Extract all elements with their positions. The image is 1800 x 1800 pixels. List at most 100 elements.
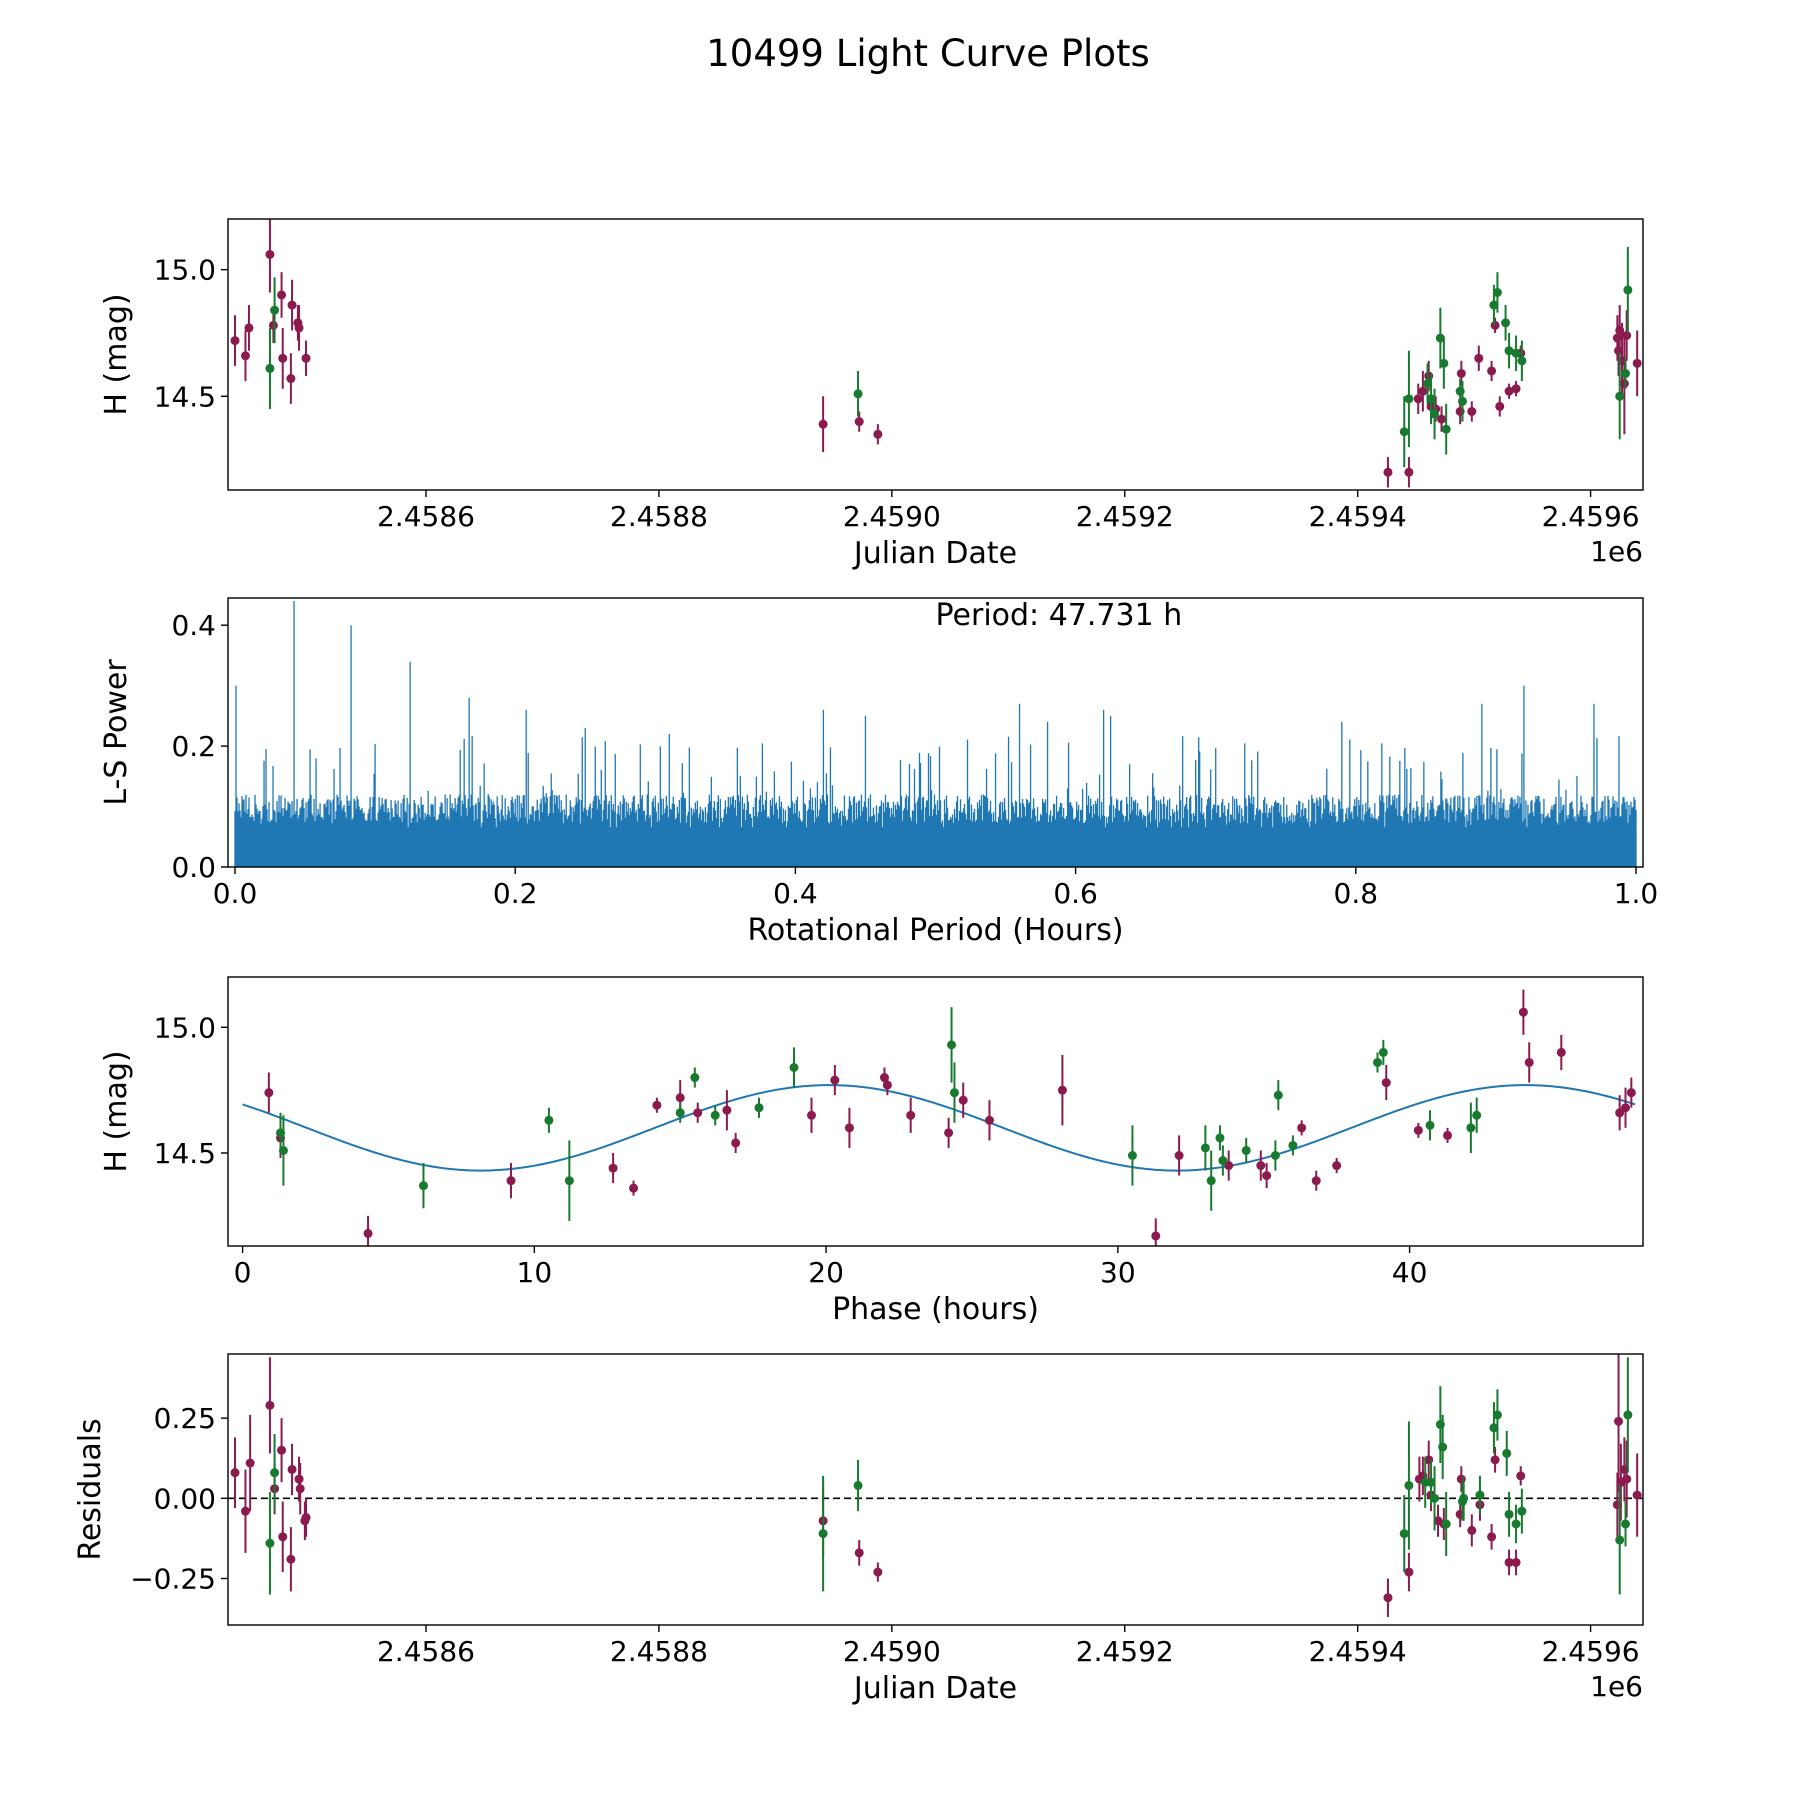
point-green	[1441, 424, 1451, 434]
point-magenta	[1487, 1532, 1497, 1542]
y-tick-label: 14.5	[154, 380, 216, 413]
point-green	[1270, 1150, 1280, 1160]
y-tick-label: 0.4	[171, 609, 216, 642]
point-magenta	[1437, 414, 1447, 424]
point-green	[789, 1063, 799, 1073]
point-magenta	[286, 374, 296, 384]
point-magenta	[1620, 1103, 1630, 1113]
x-tick-label: 2.4588	[610, 500, 708, 533]
point-magenta	[240, 1506, 250, 1516]
point-green	[1621, 1519, 1631, 1529]
point-green	[675, 1108, 685, 1118]
point-magenta	[1504, 386, 1514, 396]
point-green	[1621, 368, 1631, 378]
x-axis-label: Julian Date	[852, 536, 1017, 571]
point-magenta	[675, 1093, 685, 1103]
point-magenta	[1511, 1557, 1521, 1567]
point-magenta	[265, 249, 275, 259]
point-magenta	[1383, 1593, 1393, 1603]
point-green	[1475, 1490, 1485, 1500]
point-green	[754, 1103, 764, 1113]
point-magenta	[1151, 1231, 1161, 1241]
x-tick-label: 2.4596	[1542, 1635, 1640, 1668]
y-axis-label: Residuals	[73, 1418, 108, 1560]
point-magenta	[1495, 401, 1505, 411]
point-magenta	[268, 320, 278, 330]
point-green	[1615, 1535, 1625, 1545]
point-magenta	[1556, 1047, 1566, 1057]
point-green	[1623, 1410, 1633, 1420]
plot-area	[234, 601, 1637, 867]
x-offset-label: 1e6	[1590, 535, 1643, 568]
point-magenta	[1524, 1057, 1534, 1067]
x-tick-label: 2.4588	[610, 1635, 708, 1668]
point-green	[270, 305, 280, 315]
point-magenta	[944, 1128, 954, 1138]
point-magenta	[1404, 1567, 1414, 1577]
point-magenta	[844, 1123, 854, 1133]
point-magenta	[1490, 1455, 1500, 1465]
plot-area	[230, 219, 1642, 488]
point-green	[1426, 394, 1436, 404]
point-green	[1273, 1090, 1283, 1100]
point-magenta	[984, 1115, 994, 1125]
point-magenta	[265, 1400, 275, 1410]
point-magenta	[1311, 1176, 1321, 1186]
point-green	[1441, 1519, 1451, 1529]
point-magenta	[363, 1228, 373, 1238]
x-tick-label: 2.4586	[377, 1635, 475, 1668]
y-tick-label: 0.2	[171, 730, 216, 763]
point-green	[690, 1073, 700, 1083]
periodogram-fill	[235, 827, 1636, 867]
point-magenta	[1404, 467, 1414, 477]
point-magenta	[652, 1100, 662, 1110]
model-curve	[242, 1084, 1636, 1172]
point-magenta	[1262, 1171, 1272, 1181]
point-green	[418, 1181, 428, 1191]
point-magenta	[295, 1484, 305, 1494]
x-tick-label: 0	[234, 1256, 252, 1289]
point-magenta	[277, 1445, 287, 1455]
axes-frame	[227, 597, 1644, 868]
point-green	[1504, 346, 1514, 356]
point-green	[1399, 1529, 1409, 1539]
point-magenta	[1615, 1108, 1625, 1118]
point-magenta	[807, 1110, 817, 1120]
point-green	[1200, 1143, 1210, 1153]
point-magenta	[245, 1458, 255, 1468]
point-magenta	[1256, 1161, 1266, 1171]
x-tick-label: 2.4590	[843, 500, 941, 533]
point-magenta	[287, 300, 297, 310]
point-magenta	[1174, 1150, 1184, 1160]
point-magenta	[1614, 346, 1624, 356]
point-green	[270, 1468, 280, 1478]
y-tick-label: 0.0	[171, 851, 216, 884]
point-green	[1517, 356, 1527, 366]
point-green	[1501, 318, 1511, 328]
point-green	[265, 363, 275, 373]
x-tick-label: 2.4596	[1542, 500, 1640, 533]
point-green	[564, 1176, 574, 1186]
point-green	[1511, 1519, 1521, 1529]
y-axis-label: H (mag)	[99, 293, 134, 415]
x-tick-label: 2.4590	[843, 1635, 941, 1668]
point-green	[1399, 427, 1409, 437]
panel-folded: 0 10 20 30 40 14.5 15.0 Phase (hours) H (mag)	[99, 976, 1644, 1327]
point-magenta	[1516, 1471, 1526, 1481]
point-magenta	[1418, 386, 1428, 396]
point-green	[1430, 409, 1440, 419]
point-magenta	[722, 1105, 732, 1115]
point-green	[1502, 1448, 1512, 1458]
point-green	[1492, 287, 1502, 297]
panel-lightcurve: 2.4586 2.4588 2.4590 2.4592 2.4594 2.4596 14.5…	[99, 218, 1644, 571]
plot-area	[242, 989, 1636, 1246]
y-tick-label: 0.00	[154, 1482, 216, 1515]
x-tick-label: 2.4594	[1309, 500, 1407, 533]
point-green	[1489, 1423, 1499, 1433]
point-magenta	[1487, 366, 1497, 376]
point-magenta	[906, 1110, 916, 1120]
point-magenta	[1381, 1078, 1391, 1088]
x-tick-label: 2.4586	[377, 500, 475, 533]
y-tick-label: 15.0	[154, 1011, 216, 1044]
